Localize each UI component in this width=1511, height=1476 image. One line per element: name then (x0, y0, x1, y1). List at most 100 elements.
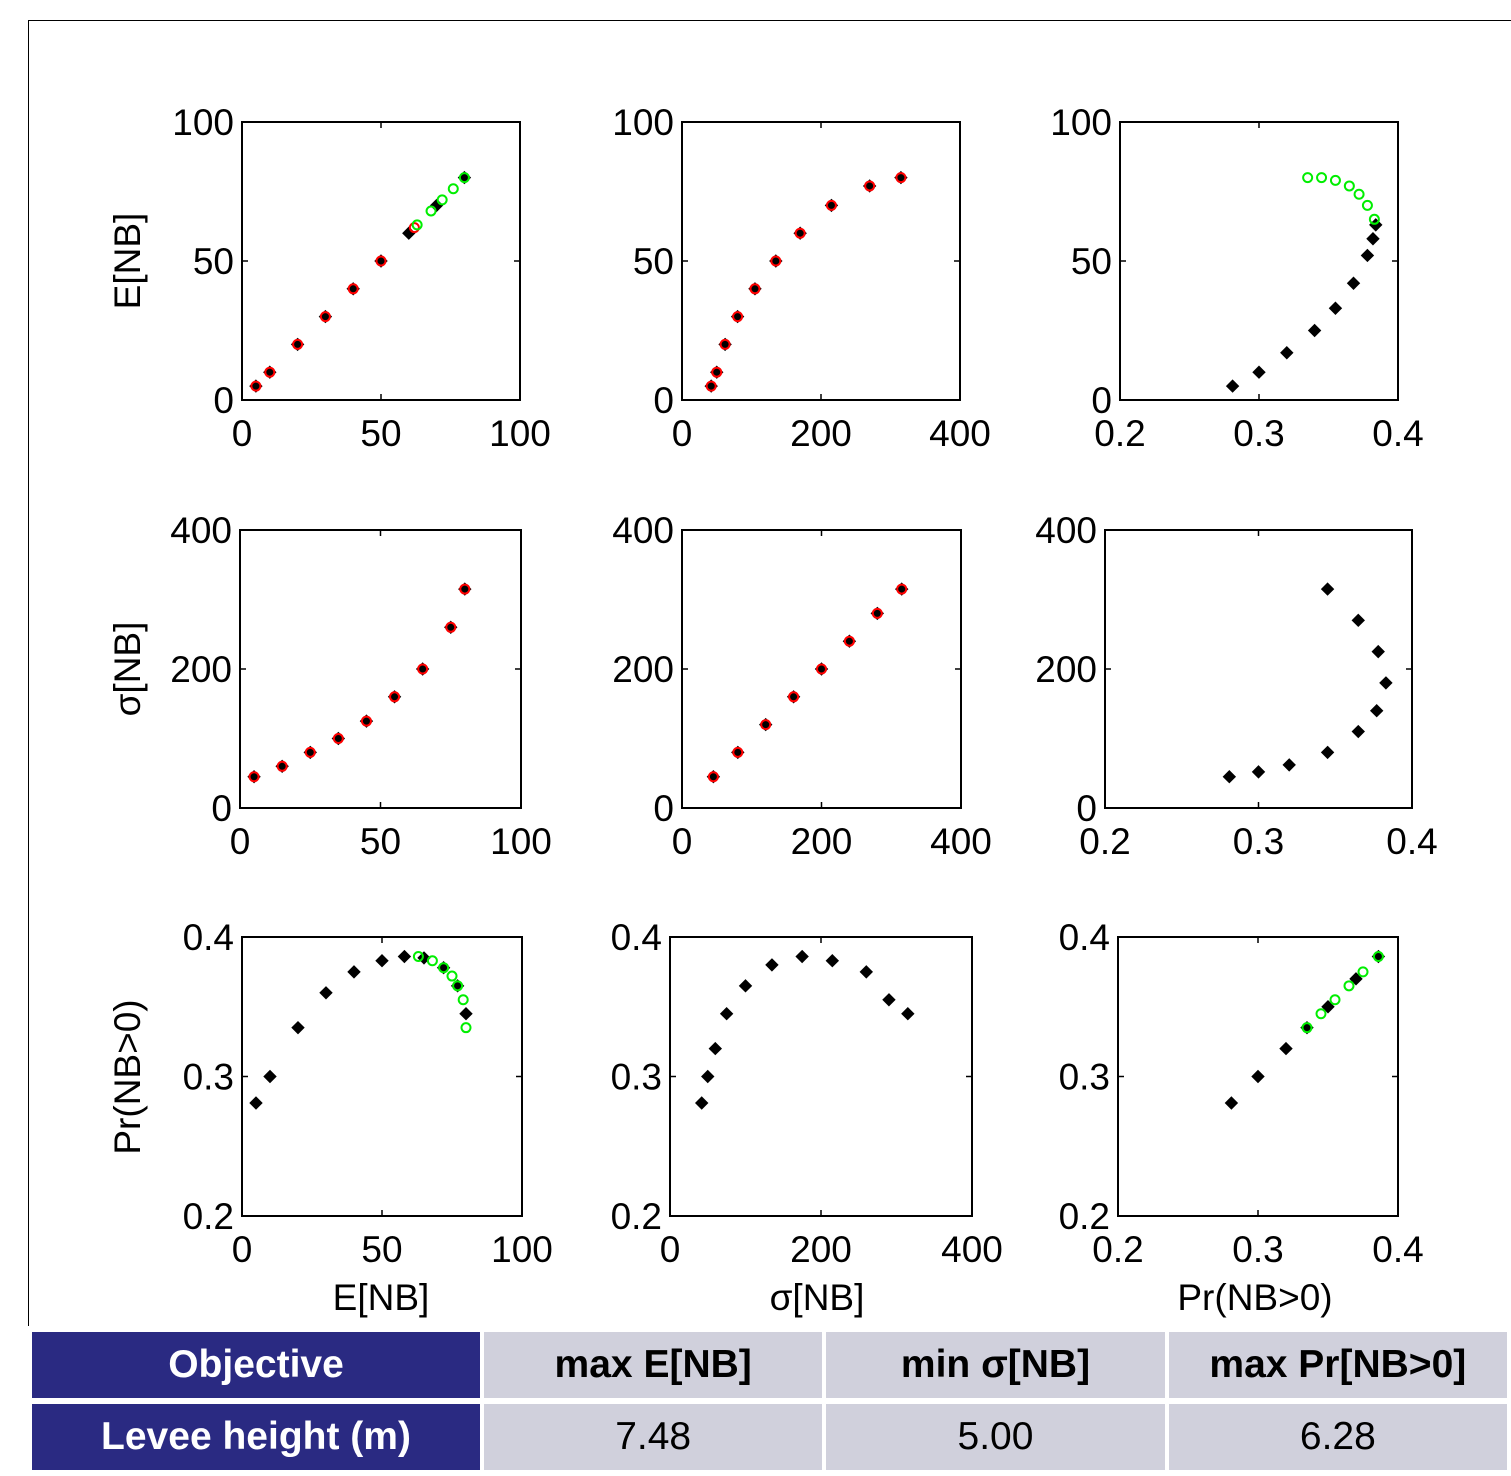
data-point-diamond (825, 954, 840, 968)
data-point-circle (411, 219, 423, 231)
y-tick-label: 0.3 (183, 1057, 234, 1098)
y-tick-label: 400 (612, 510, 674, 551)
data-point-diamond (1321, 1000, 1335, 1014)
data-point-circle (436, 194, 448, 206)
data-point-diamond (1371, 644, 1385, 659)
data-point-diamond (263, 1069, 277, 1084)
y-tick-label: 0.4 (183, 917, 234, 958)
data-point-circle (1316, 172, 1328, 184)
y-tick-label: 50 (1071, 241, 1112, 282)
data-point-diamond (795, 949, 809, 964)
x-tick-label: 50 (360, 413, 401, 454)
y-tick-label: 0 (211, 788, 232, 829)
data-point-diamond (695, 1096, 709, 1110)
data-point-circle (1372, 951, 1384, 963)
x-tick-label: 100 (491, 1229, 553, 1270)
data-point-circle (360, 715, 372, 727)
x-axis-label: Pr(NB>0) (1177, 1277, 1332, 1318)
panel-r3c3: 0.2 0.3 0.4 0.2 0.3 0.4 (1059, 917, 1424, 1270)
data-point-circle (412, 951, 424, 963)
axes-box (1119, 121, 1399, 401)
y-tick-label: 100 (1050, 102, 1112, 143)
axes-box (681, 121, 961, 401)
y-tick-label: 100 (172, 102, 234, 143)
data-point-circle (332, 733, 344, 744)
x-tick-label: 400 (929, 413, 991, 454)
data-point-circle (248, 771, 260, 783)
x-tick-label: 0 (232, 1229, 253, 1270)
x-tick-label: 400 (941, 1229, 1003, 1270)
value-max-pr: 6.28 (1168, 1404, 1507, 1470)
y-tick-label: 0 (653, 788, 674, 829)
header-objective: Objective (32, 1332, 480, 1398)
panel-r1c1: 0 50 100 0 50 100 (172, 102, 551, 454)
data-point-diamond (1251, 765, 1266, 779)
data-point-diamond (1349, 972, 1363, 986)
data-point-diamond (1379, 676, 1393, 690)
x-tick-label: 0.4 (1386, 821, 1437, 862)
panel-r3c2: 0 200 400 0.2 0.3 0.4 (611, 917, 1003, 1270)
data-point-circle (276, 760, 288, 772)
panel-r2c3: 0.2 0.3 0.4 0 200 400 (1035, 510, 1437, 862)
data-point-diamond (347, 965, 361, 979)
x-tick-label: 0.3 (1232, 1229, 1283, 1270)
y-tick-label: 0.3 (611, 1057, 662, 1098)
data-point-diamond (1351, 613, 1365, 628)
y-tick-label: 0.2 (183, 1196, 234, 1237)
data-point-circle (460, 1022, 472, 1034)
data-point-circle (319, 311, 331, 323)
y-tick-label: 0 (653, 380, 674, 421)
y-axis-label: σ[NB] (107, 622, 148, 717)
summary-table: Objective max E[NB] min σ[NB] max Pr[NB>… (28, 1326, 1511, 1476)
y-tick-label: 0.2 (611, 1196, 662, 1237)
axes-box (241, 936, 523, 1217)
x-tick-label: 200 (791, 821, 853, 862)
y-tick-label: 0.2 (1059, 1196, 1110, 1237)
data-point-circle (1301, 1022, 1313, 1034)
data-point-diamond (765, 958, 779, 972)
data-point-circle (1315, 1008, 1327, 1020)
x-tick-label: 0 (230, 821, 251, 862)
data-point-circle (705, 380, 717, 392)
y-tick-label: 200 (612, 649, 674, 690)
panel-r1c3: 0.2 0.3 0.4 0 50 100 (1050, 102, 1423, 454)
y-tick-label: 200 (1035, 649, 1097, 690)
data-point-circle (871, 607, 883, 619)
x-tick-label: 0 (672, 413, 693, 454)
x-axis-label: E[NB] (333, 1277, 430, 1318)
data-point-circle (1302, 172, 1314, 184)
data-point-circle (1329, 174, 1341, 186)
data-point-circle (459, 583, 471, 595)
y-axis-label: Pr(NB>0) (107, 999, 148, 1154)
panel-r2c2: 0 200 400 0 200 400 (612, 510, 992, 862)
data-point-circle (794, 227, 806, 239)
y-tick-label: 50 (193, 241, 234, 282)
data-point-diamond (1225, 379, 1240, 393)
data-point-circle (445, 621, 457, 633)
y-tick-label: 0.4 (1059, 917, 1110, 958)
x-tick-label: 0 (660, 1229, 681, 1270)
data-point-circle (457, 994, 469, 1006)
data-point-diamond (1222, 770, 1237, 784)
data-point-circle (895, 172, 907, 184)
data-point-diamond (859, 965, 874, 979)
data-point-circle (1368, 213, 1380, 225)
summary-table-data-row: Levee height (m) 7.48 5.00 6.28 (32, 1404, 1507, 1470)
data-point-diamond (882, 993, 896, 1007)
data-point-circle (760, 719, 772, 731)
header-max-enb: max E[NB] (484, 1332, 823, 1398)
x-tick-label: 100 (490, 821, 552, 862)
y-tick-label: 200 (170, 649, 232, 690)
panel-r3c1: 0 50 100 0.2 0.3 0.4 (183, 917, 553, 1270)
axes-box (1104, 529, 1413, 809)
x-tick-label: 400 (930, 821, 992, 862)
data-point-circle (816, 663, 827, 675)
data-point-circle (732, 746, 744, 758)
value-max-enb: 7.48 (484, 1404, 823, 1470)
data-point-circle (375, 255, 387, 267)
data-point-circle (843, 635, 855, 647)
figure-frame-top (28, 20, 1511, 21)
data-point-circle (1353, 188, 1365, 200)
x-tick-label: 0 (672, 821, 693, 862)
x-axis-label: σ[NB] (770, 1277, 865, 1318)
